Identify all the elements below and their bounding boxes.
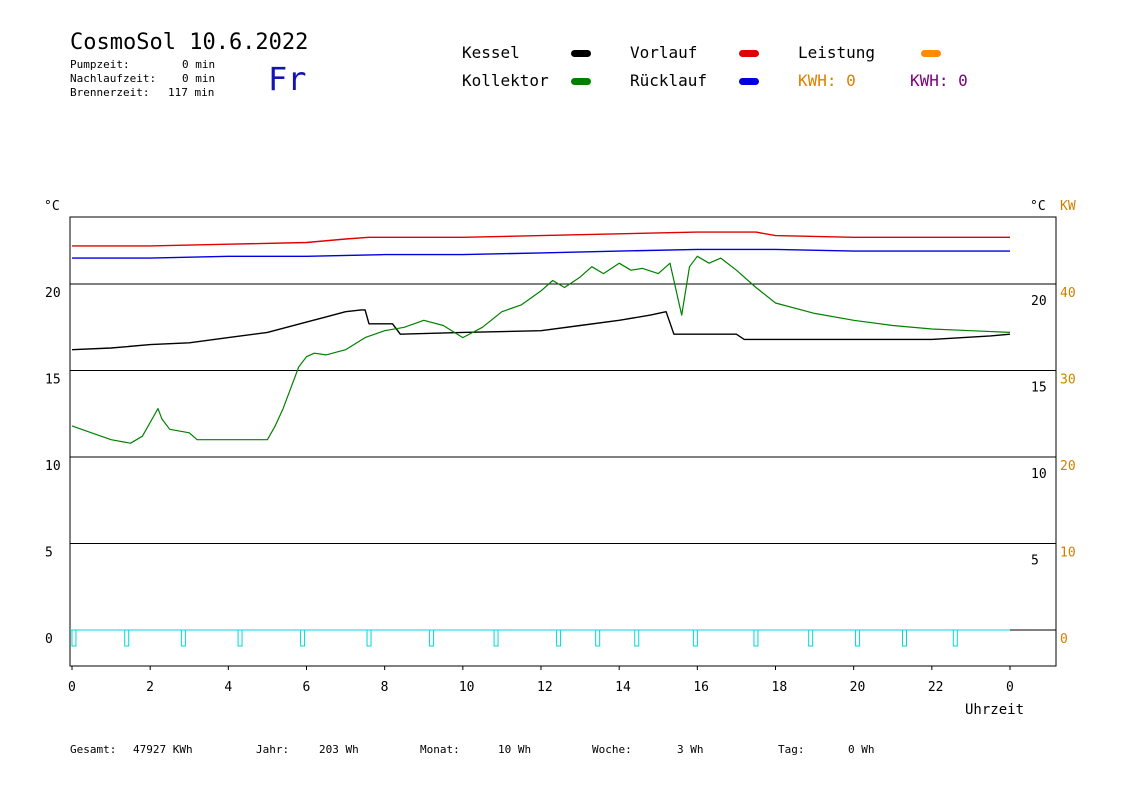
burner-time-label: Brennerzeit: [70,86,150,99]
x-axis-label: Uhrzeit [965,702,1024,718]
pump-time-label: Pumpzeit: [70,58,130,71]
x-tick-label: 0 [1006,680,1014,695]
total-label: Gesamt: [70,743,117,756]
pump-pulse [595,629,601,647]
pump-pulse [366,629,372,647]
month-value: 10 Wh [498,743,532,756]
legend-kessel-swatch [571,50,591,57]
series-ruecklauf [72,248,1010,259]
legend-kollektor-swatch [571,78,591,85]
pump-pulse [753,629,759,647]
pump-pulse [493,629,499,647]
year-label: Jahr: [256,743,290,756]
x-tick-label: 14 [615,680,631,695]
x-tick-label: 20 [850,680,866,695]
x-tick-label: 10 [459,680,475,695]
series-vorlauf [72,231,1010,247]
x-tick-label: 18 [772,680,788,695]
pump-pulse [71,629,77,647]
x-tick-label: 16 [693,680,709,695]
y-tick-right: 10 [1031,467,1047,482]
pump-pulse [634,629,640,647]
series-lines [71,231,1011,444]
y-tick-kw: 40 [1060,286,1076,301]
legend-leistung-swatch [921,50,941,57]
y-axis-label-right: °C [1030,199,1046,214]
pump-pulse [124,629,130,647]
legend-vorlauf-label: Vorlauf [630,43,698,62]
axis-ticks: 0 5 10 15 20 5 10 15 20 0 10 20 30 40 0 2 4 6 8 10 12 14 16 18 2… [45,286,1076,695]
y-axis-label-left: °C [44,199,60,214]
x-tick-label: 2 [146,680,154,695]
year-value: 203 Wh [319,743,359,756]
series-kessel [71,309,1011,351]
y-axis-label-kw: KW [1060,199,1076,214]
weekday-label: Fr [268,60,307,98]
legend-ruecklauf-swatch [739,78,759,85]
day-total-value: 0 Wh [848,743,875,756]
y-tick-kw: 0 [1060,632,1068,647]
pump-pulse [429,629,435,647]
x-tick-label: 0 [68,680,76,695]
plot-frame [69,216,1057,667]
month-label: Monat: [420,743,460,756]
x-tick-label: 8 [381,680,389,695]
legend-kwh-purple: KWH: 0 [910,71,968,90]
y-tick-left: 15 [45,373,61,388]
legend-ruecklauf-label: Rücklauf [630,71,708,90]
legend-leistung-label: Leistung [798,43,876,62]
x-tick-label: 22 [928,680,944,695]
day-total-label: Tag: [778,743,805,756]
y-tick-left: 5 [45,546,53,561]
pump-pulse [556,629,562,647]
y-tick-right: 20 [1031,294,1047,309]
x-tick-label: 4 [224,680,232,695]
pump-pulse [180,629,186,647]
pump-pulse [237,629,243,647]
series-kollektor [71,255,1011,444]
y-tick-right: 15 [1031,381,1047,396]
x-tick-label: 12 [537,680,553,695]
pump-pulse [692,629,698,647]
week-label: Woche: [592,743,632,756]
legend-kollektor-label: Kollektor [462,71,549,90]
chart-title: CosmoSol 10.6.2022 [70,30,309,55]
total-value: 47927 KWh [133,743,193,756]
y-tick-left: 0 [45,632,53,647]
pump-pulse [952,629,958,647]
y-tick-kw: 30 [1060,373,1076,388]
week-value: 3 Wh [677,743,704,756]
pump-pulse [300,629,306,647]
burner-time-value: 117 min [168,86,215,99]
x-tick-label: 6 [303,680,311,695]
pump-pulse [808,629,814,647]
after-run-time-value: 0 min [182,72,216,85]
legend-kessel-label: Kessel [462,43,520,62]
pump-pulse [855,629,861,647]
pump-time-value: 0 min [182,58,216,71]
pump-pulses [70,629,1056,647]
grid-lines [70,283,1056,544]
legend-vorlauf-swatch [739,50,759,57]
pump-pulse [901,629,907,647]
y-tick-kw: 10 [1060,546,1076,561]
y-tick-left: 20 [45,286,61,301]
legend-kwh-orange: KWH: 0 [798,71,856,90]
after-run-time-label: Nachlaufzeit: [70,72,157,85]
y-tick-right: 5 [1031,554,1039,569]
y-tick-left: 10 [45,459,61,474]
y-tick-kw: 20 [1060,459,1076,474]
